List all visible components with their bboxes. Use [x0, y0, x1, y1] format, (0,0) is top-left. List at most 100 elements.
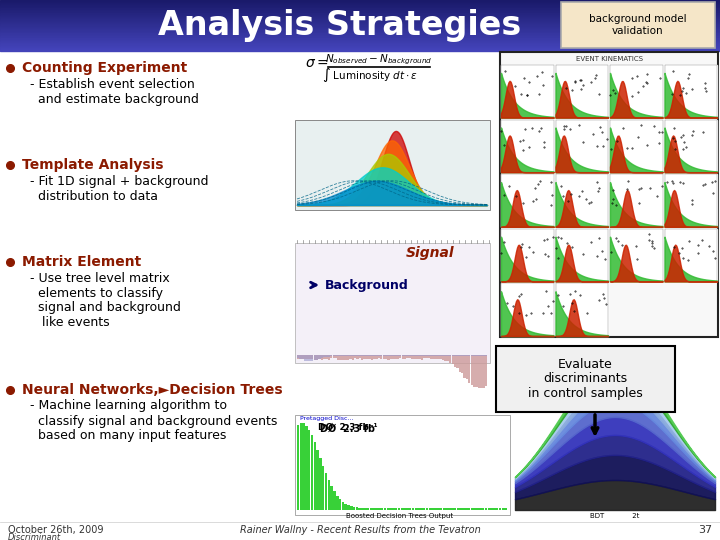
Text: Analysis Strategies: Analysis Strategies — [158, 10, 521, 43]
Bar — [392, 355, 395, 356]
Bar — [373, 355, 375, 356]
Bar — [610, 119, 662, 172]
Bar — [420, 355, 423, 360]
Bar — [0, 37, 720, 38]
Bar — [0, 40, 720, 42]
Bar — [300, 423, 302, 510]
Bar — [556, 284, 608, 336]
FancyBboxPatch shape — [496, 346, 675, 412]
Text: Template Analysis: Template Analysis — [22, 158, 163, 172]
Bar — [384, 508, 386, 510]
Bar — [447, 355, 449, 356]
Bar — [347, 355, 349, 356]
Bar — [464, 355, 466, 356]
Bar — [0, 29, 720, 30]
Bar — [392, 508, 395, 510]
Bar — [304, 355, 306, 359]
Bar — [302, 355, 304, 359]
Bar — [309, 355, 311, 359]
Bar — [459, 355, 461, 356]
Bar — [475, 355, 477, 387]
Bar — [368, 355, 371, 359]
Bar — [501, 119, 554, 172]
Bar — [501, 119, 554, 172]
Bar — [0, 16, 720, 17]
Text: like events: like events — [30, 316, 109, 329]
Bar — [351, 355, 354, 360]
Bar — [381, 508, 384, 510]
Bar — [502, 508, 504, 510]
Bar — [556, 119, 608, 172]
Bar — [356, 507, 358, 510]
Bar — [0, 22, 720, 23]
Text: - Machine learning algorithm to: - Machine learning algorithm to — [30, 400, 227, 413]
Bar — [0, 23, 720, 25]
Bar — [0, 33, 720, 35]
Bar — [390, 355, 392, 359]
Bar — [440, 508, 442, 510]
Bar — [392, 355, 395, 359]
Bar — [330, 355, 333, 356]
Bar — [387, 508, 389, 510]
Bar — [0, 8, 720, 9]
Bar — [399, 355, 402, 358]
Text: Matrix Element: Matrix Element — [22, 255, 141, 269]
Bar — [501, 174, 554, 227]
Bar — [0, 39, 720, 40]
Bar — [440, 355, 442, 359]
Bar — [364, 355, 366, 356]
Bar — [482, 508, 485, 510]
Bar — [610, 119, 662, 172]
Bar — [359, 355, 361, 356]
Bar — [302, 423, 305, 510]
Bar — [406, 508, 409, 510]
Bar — [465, 508, 467, 510]
Bar — [0, 43, 720, 45]
Bar — [0, 46, 720, 48]
Bar — [0, 3, 720, 5]
Text: Background: Background — [325, 279, 409, 292]
Bar — [344, 503, 347, 510]
Bar — [423, 355, 426, 356]
Bar — [428, 355, 430, 356]
Bar — [610, 229, 662, 281]
Bar — [426, 508, 428, 510]
Bar — [471, 355, 473, 385]
Bar — [0, 17, 720, 19]
Bar — [464, 355, 466, 377]
Bar — [361, 508, 364, 510]
Text: 37: 37 — [698, 525, 712, 535]
Text: Discriminant: Discriminant — [8, 534, 61, 540]
Bar — [404, 355, 406, 356]
Bar — [333, 355, 335, 356]
Bar — [382, 355, 384, 356]
Bar — [411, 355, 413, 359]
Bar — [297, 355, 299, 358]
Text: Signal: Signal — [405, 246, 454, 260]
Bar — [442, 355, 444, 356]
Bar — [477, 508, 479, 510]
Bar — [556, 174, 608, 227]
Text: - Fit 1D signal + background: - Fit 1D signal + background — [30, 174, 209, 187]
Bar — [454, 508, 456, 510]
Bar — [328, 355, 330, 360]
Text: DØ  2.3 fb⁻¹: DØ 2.3 fb⁻¹ — [318, 423, 377, 432]
Bar — [320, 355, 323, 360]
Bar — [311, 435, 313, 510]
Bar — [409, 508, 411, 510]
Bar — [333, 491, 336, 510]
Bar — [297, 355, 299, 359]
Text: distribution to data: distribution to data — [30, 190, 158, 202]
Bar — [304, 355, 306, 361]
Bar — [442, 355, 444, 360]
Bar — [610, 65, 662, 118]
Bar — [420, 508, 423, 510]
Bar — [473, 355, 475, 356]
Bar — [0, 49, 720, 51]
Bar — [325, 355, 328, 359]
Bar — [0, 17, 720, 18]
Bar — [556, 174, 608, 227]
Bar — [493, 508, 495, 510]
Bar — [415, 508, 417, 510]
Bar — [0, 6, 720, 8]
